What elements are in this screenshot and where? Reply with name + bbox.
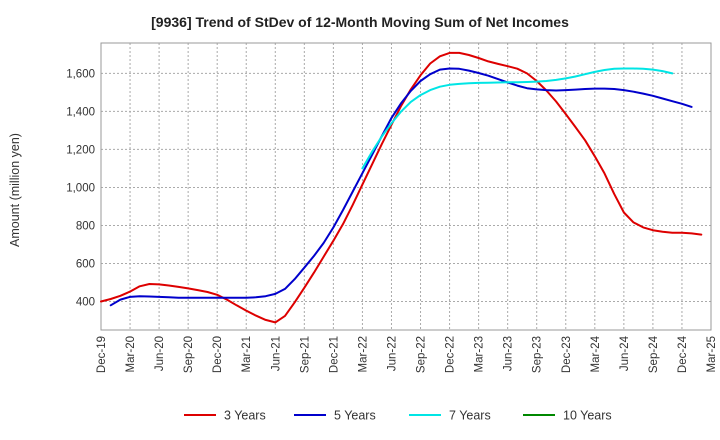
plot-frame bbox=[100, 42, 712, 331]
legend-label: 5 Years bbox=[334, 409, 376, 423]
x-tick-label: Jun-20 bbox=[154, 336, 166, 371]
series-line-5-years bbox=[109, 67, 693, 307]
x-tick-label: Sep-21 bbox=[299, 336, 311, 373]
series-lines bbox=[100, 51, 703, 324]
x-tick-label: Sep-20 bbox=[183, 336, 195, 373]
x-tick-label: Mar-22 bbox=[357, 336, 369, 372]
x-tick-label: Mar-25 bbox=[706, 336, 718, 372]
x-tick-label: Dec-21 bbox=[328, 336, 340, 373]
x-tick-label: Mar-24 bbox=[590, 335, 602, 372]
legend-label: 7 Years bbox=[449, 409, 491, 423]
y-tick-label: 1,000 bbox=[66, 182, 95, 194]
x-tick-label: Jun-24 bbox=[619, 335, 631, 371]
legend-label: 10 Years bbox=[563, 409, 612, 423]
x-tick-label: Dec-20 bbox=[212, 336, 224, 373]
x-tick-label: Mar-20 bbox=[125, 336, 137, 372]
x-tick-label: Sep-22 bbox=[416, 336, 428, 373]
y-tick-label: 600 bbox=[76, 258, 95, 270]
x-tick-label: Dec-19 bbox=[96, 336, 108, 373]
series-line-7-years bbox=[361, 67, 674, 170]
x-tick-label: Sep-23 bbox=[532, 336, 544, 373]
y-tick-label: 1,400 bbox=[66, 106, 95, 118]
x-tick-label: Sep-24 bbox=[648, 335, 660, 373]
x-tick-label: Mar-23 bbox=[474, 336, 486, 372]
x-tick-label: Jun-21 bbox=[270, 336, 282, 371]
x-tick-label: Jun-22 bbox=[386, 336, 398, 371]
x-axis-ticks: Dec-19 Mar-20 Jun-20 Sep-20 Dec-20 Mar-21 Jun-… bbox=[96, 335, 718, 373]
x-tick-label: Mar-21 bbox=[241, 336, 253, 372]
y-tick-label: 1,200 bbox=[66, 144, 95, 156]
x-tick-label: Jun-23 bbox=[503, 336, 515, 371]
legend-label: 3 Years bbox=[224, 409, 266, 423]
y-tick-label: 1,600 bbox=[66, 68, 95, 80]
x-tick-label: Dec-23 bbox=[561, 336, 573, 373]
x-tick-label: Dec-24 bbox=[677, 335, 689, 373]
y-tick-label: 800 bbox=[76, 220, 95, 232]
x-tick-label: Dec-22 bbox=[445, 336, 457, 373]
series-line-3-years bbox=[100, 51, 703, 324]
y-tick-label: 400 bbox=[76, 296, 95, 308]
grid bbox=[100, 43, 712, 330]
chart-title: [9936] Trend of StDev of 12-Month Moving… bbox=[151, 14, 569, 30]
y-axis-label: Amount (million yen) bbox=[8, 133, 22, 247]
y-axis-ticks: 400 600 800 1,000 1,200 1,400 1,600 bbox=[66, 68, 95, 308]
legend: 3 Years 5 Years 7 Years 10 Years bbox=[184, 409, 612, 423]
